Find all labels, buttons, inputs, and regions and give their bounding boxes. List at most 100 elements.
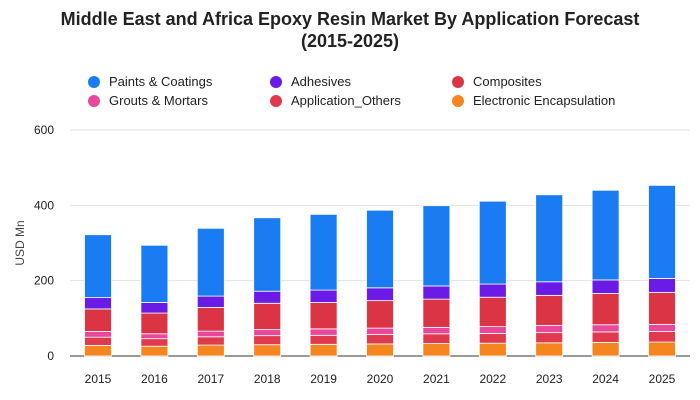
legend-item-grouts-mortars[interactable]: Grouts & Mortars	[88, 93, 208, 108]
bar-segment[interactable]	[591, 331, 620, 343]
bar-stack-2023[interactable]	[535, 194, 564, 357]
bar-segment[interactable]	[648, 291, 676, 325]
bar-segment[interactable]	[478, 332, 507, 344]
bar-segment[interactable]	[535, 342, 564, 357]
y-tick-label: 400	[34, 198, 54, 212]
bar-segment[interactable]	[422, 285, 451, 300]
bar-segment[interactable]	[196, 330, 225, 338]
bar-segment[interactable]	[648, 278, 676, 293]
bar-segment[interactable]	[422, 205, 451, 287]
bar-segment[interactable]	[253, 290, 282, 304]
bar-stack-2015[interactable]	[84, 234, 112, 357]
bar-segment[interactable]	[591, 342, 620, 357]
bar-segment[interactable]	[535, 332, 564, 344]
bar-stack-2025[interactable]	[648, 184, 676, 357]
x-tick-label: 2023	[536, 372, 563, 386]
bar-segment[interactable]	[84, 331, 112, 338]
bar-segment[interactable]	[366, 287, 394, 302]
bar-segment[interactable]	[309, 289, 338, 303]
bar-segment[interactable]	[140, 302, 169, 314]
bar-stack-2022[interactable]	[478, 200, 507, 357]
bar-segment[interactable]	[196, 344, 225, 357]
bar-segment[interactable]	[366, 327, 394, 335]
bar-segment[interactable]	[309, 343, 338, 357]
bar-stack-2018[interactable]	[253, 217, 282, 357]
y-tick-label: 0	[47, 349, 54, 363]
x-tick-label: 2022	[479, 372, 506, 386]
bar-segment[interactable]	[84, 308, 112, 332]
bar-segment[interactable]	[591, 324, 620, 333]
bar-segment[interactable]	[84, 234, 112, 299]
bar-segment[interactable]	[422, 326, 451, 335]
bar-segment[interactable]	[253, 217, 282, 292]
bar-segment[interactable]	[253, 344, 282, 357]
bar-segment[interactable]	[84, 345, 112, 357]
bar-segment[interactable]	[478, 200, 507, 285]
bar-segment[interactable]	[253, 329, 282, 337]
chart-title-line2: (2015-2025)	[300, 31, 400, 51]
bar-segment[interactable]	[648, 331, 676, 343]
bar-segment[interactable]	[309, 213, 338, 291]
bar-segment[interactable]	[196, 336, 225, 346]
bar-segment[interactable]	[591, 189, 620, 281]
legend-label: Grouts & Mortars	[109, 93, 208, 108]
bar-segment[interactable]	[84, 297, 112, 310]
legend-item-composites[interactable]: Composites	[452, 74, 542, 89]
bar-segment[interactable]	[648, 323, 676, 332]
bar-segment[interactable]	[535, 281, 564, 296]
bar-segment[interactable]	[196, 227, 225, 297]
bar-segment[interactable]	[253, 335, 282, 346]
bar-segment[interactable]	[422, 343, 451, 357]
bar-segment[interactable]	[140, 333, 169, 340]
bar-segment[interactable]	[140, 244, 169, 303]
bar-segment[interactable]	[535, 294, 564, 326]
bar-segment[interactable]	[140, 345, 169, 357]
bar-segment[interactable]	[253, 302, 282, 331]
bar-segment[interactable]	[140, 312, 169, 335]
legend-label: Application_Others	[291, 93, 401, 108]
bar-stack-2019[interactable]	[309, 213, 338, 357]
legend-item-electronic-encapsulation[interactable]: Electronic Encapsulation	[452, 93, 615, 108]
bar-stack-2017[interactable]	[196, 227, 225, 357]
bar-segment[interactable]	[140, 338, 169, 347]
y-tick-label: 200	[34, 274, 54, 288]
bar-stack-2020[interactable]	[366, 209, 394, 357]
chart-legend: Paints & Coatings Adhesives Composites G…	[88, 74, 688, 114]
bar-segment[interactable]	[478, 342, 507, 357]
legend-swatch-icon	[270, 94, 282, 107]
bar-segment[interactable]	[535, 194, 564, 283]
bar-segment[interactable]	[366, 300, 394, 329]
bar-segment[interactable]	[591, 279, 620, 294]
bar-stack-2016[interactable]	[140, 244, 169, 357]
bar-stack-2024[interactable]	[591, 189, 620, 357]
x-tick-label: 2017	[197, 372, 224, 386]
bar-stack-2021[interactable]	[422, 205, 451, 357]
legend-label: Adhesives	[291, 74, 351, 89]
legend-swatch-icon	[270, 75, 282, 88]
x-axis-ticks: 2015 2016 2017 2018 2019 2020 2021 2022 2023 2024…	[85, 372, 676, 386]
bar-segment[interactable]	[478, 296, 507, 328]
bar-segment[interactable]	[648, 341, 676, 357]
bar-segment[interactable]	[309, 334, 338, 345]
legend-item-application-others[interactable]: Application_Others	[270, 93, 401, 108]
legend-item-paints-coatings[interactable]: Paints & Coatings	[88, 74, 212, 89]
bar-segment[interactable]	[648, 184, 676, 279]
bar-segment[interactable]	[422, 333, 451, 344]
bar-segment[interactable]	[535, 325, 564, 334]
bar-segment[interactable]	[196, 295, 225, 308]
bar-segment[interactable]	[422, 298, 451, 328]
legend-swatch-icon	[452, 94, 464, 107]
bar-segment[interactable]	[366, 343, 394, 357]
bar-segment[interactable]	[591, 293, 620, 326]
bar-segment[interactable]	[478, 326, 507, 334]
bar-segment[interactable]	[84, 336, 112, 346]
x-tick-label: 2021	[423, 372, 450, 386]
bar-segment[interactable]	[366, 334, 394, 345]
bar-segment[interactable]	[196, 307, 225, 332]
chart-title-line1: Middle East and Africa Epoxy Resin Marke…	[60, 9, 640, 29]
bar-segment[interactable]	[309, 328, 338, 336]
bar-segment[interactable]	[366, 209, 394, 289]
bar-segment[interactable]	[309, 302, 338, 330]
bar-segment[interactable]	[478, 283, 507, 298]
legend-item-adhesives[interactable]: Adhesives	[270, 74, 351, 89]
